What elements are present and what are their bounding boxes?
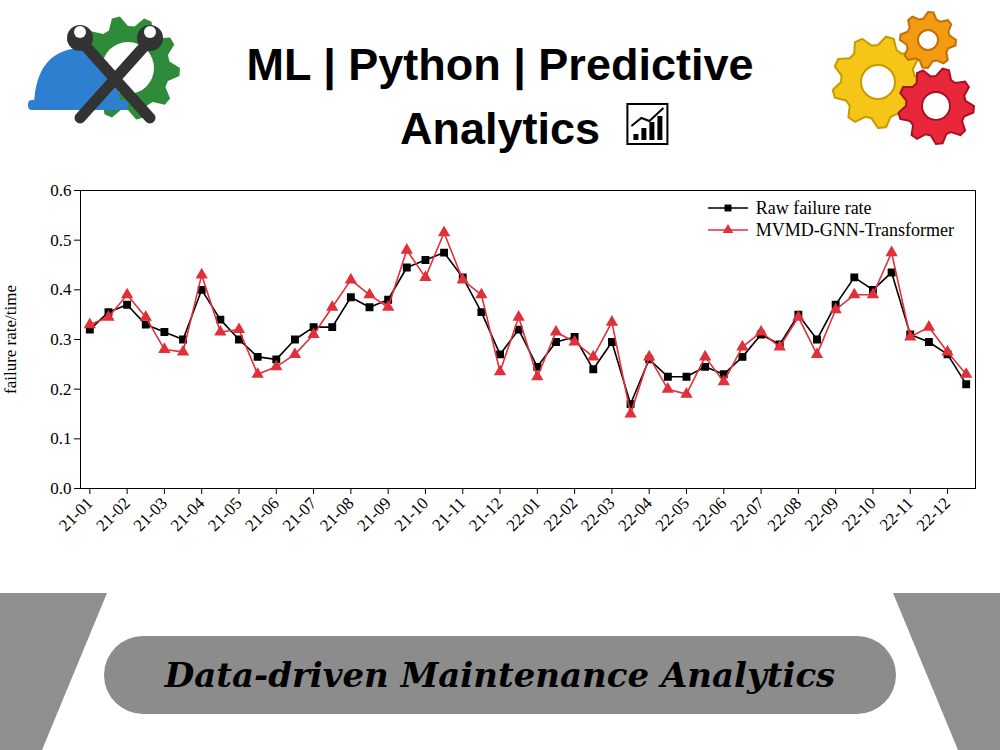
svg-text:21-08: 21-08	[316, 494, 357, 535]
svg-text:21-06: 21-06	[241, 494, 282, 535]
svg-text:22-12: 22-12	[913, 494, 954, 535]
svg-text:0.0: 0.0	[50, 479, 71, 498]
svg-text:22-06: 22-06	[689, 494, 730, 535]
svg-text:22-10: 22-10	[838, 494, 879, 535]
html-text:Raw failure rate: Raw failure rate	[755, 197, 872, 218]
svg-text:0.6: 0.6	[50, 181, 71, 200]
svg-text:0.1: 0.1	[50, 429, 71, 448]
svg-text:21-10: 21-10	[391, 494, 432, 535]
svg-text:22-04: 22-04	[614, 493, 656, 535]
svg-text:0.4: 0.4	[50, 280, 72, 299]
svg-text:0.3: 0.3	[50, 330, 71, 349]
svg-text:Analytics: Analytics	[400, 103, 600, 154]
svg-text:21-01: 21-01	[55, 494, 96, 535]
svg-text:22-01: 22-01	[503, 494, 544, 535]
html-text:MVMD-GNN-Transformer: MVMD-GNN-Transformer	[755, 219, 954, 240]
svg-text:21-07: 21-07	[279, 493, 321, 535]
svg-text:0.2: 0.2	[50, 380, 71, 399]
svg-text:21-04: 21-04	[167, 493, 209, 535]
svg-text:22-08: 22-08	[764, 494, 805, 535]
svg-text:22-09: 22-09	[801, 494, 842, 535]
svg-text:Data-driven Maintenance Analyt: Data-driven Maintenance Analytics	[164, 655, 835, 695]
svg-text:21-03: 21-03	[130, 494, 171, 535]
svg-text:22-05: 22-05	[652, 494, 693, 535]
svg-text:22-03: 22-03	[577, 494, 618, 535]
svg-text:21-12: 21-12	[465, 494, 506, 535]
svg-text:21-09: 21-09	[353, 494, 394, 535]
svg-text:21-05: 21-05	[204, 494, 245, 535]
svg-text:22-11: 22-11	[876, 494, 917, 535]
svg-text:22-02: 22-02	[540, 494, 581, 535]
svg-text:0.5: 0.5	[50, 231, 71, 250]
svg-text:22-07: 22-07	[726, 493, 768, 535]
svg-text:21-11: 21-11	[428, 494, 469, 535]
svg-text:ML | Python | Predictive: ML | Python | Predictive	[247, 39, 754, 91]
svg-text:21-02: 21-02	[92, 494, 133, 535]
svg-text:failure rate/time: failure rate/time	[1, 285, 20, 394]
